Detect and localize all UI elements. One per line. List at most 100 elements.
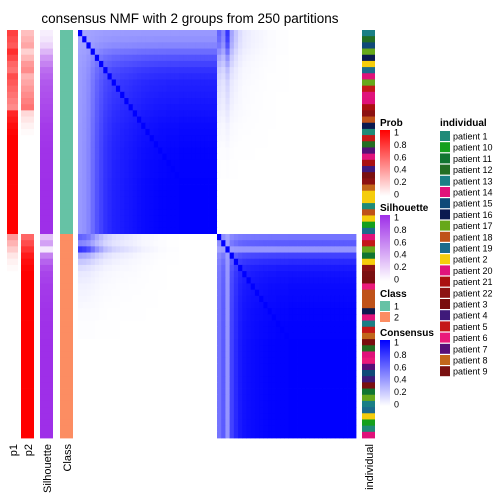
- consensus-cell: [187, 203, 193, 210]
- individual-cell: [362, 203, 375, 210]
- silhouette-cell: [40, 339, 53, 346]
- consensus-cell: [343, 357, 348, 365]
- consensus-cell: [301, 203, 306, 210]
- consensus-cell: [250, 345, 256, 352]
- consensus-cell: [292, 141, 298, 148]
- consensus-cell: [309, 172, 315, 179]
- consensus-cell: [242, 184, 247, 192]
- consensus-cell: [322, 326, 327, 334]
- consensus-cell: [238, 320, 243, 328]
- consensus-cell: [99, 73, 104, 80]
- consensus-cell: [153, 295, 159, 303]
- consensus-cell: [86, 153, 92, 161]
- consensus-cell: [301, 252, 306, 260]
- consensus-cell: [94, 147, 100, 155]
- consensus-cell: [179, 382, 184, 389]
- consensus-cell: [86, 178, 92, 185]
- consensus-cell: [128, 147, 134, 155]
- consensus-cell: [343, 104, 348, 111]
- consensus-cell: [136, 234, 142, 241]
- consensus-cell: [313, 73, 319, 80]
- consensus-cell: [170, 431, 176, 439]
- consensus-cell: [301, 419, 306, 427]
- consensus-cell: [254, 85, 260, 93]
- consensus-cell: [99, 159, 104, 167]
- consensus-cell: [162, 135, 167, 142]
- consensus-cell: [111, 166, 117, 173]
- consensus-cell: [103, 91, 108, 99]
- consensus-cell: [191, 339, 197, 346]
- consensus-cell: [326, 159, 332, 167]
- consensus-cell: [330, 357, 336, 365]
- p1-cell: [7, 332, 18, 340]
- consensus-cell: [225, 73, 231, 80]
- consensus-cell: [86, 376, 92, 383]
- p2-cell: [21, 85, 34, 93]
- consensus-cell: [120, 221, 125, 229]
- individual-legend-swatch: [440, 265, 450, 276]
- consensus-cell: [225, 135, 231, 142]
- consensus-cell: [284, 326, 289, 334]
- consensus-cell: [120, 159, 125, 167]
- consensus-cell: [120, 407, 125, 414]
- consensus-cell: [149, 357, 155, 365]
- consensus-cell: [288, 184, 294, 192]
- consensus-cell: [297, 400, 302, 408]
- class-cell: [60, 116, 73, 124]
- consensus-cell: [292, 172, 298, 179]
- consensus-cell: [259, 122, 264, 130]
- consensus-cell: [200, 339, 205, 346]
- p1-cell: [7, 215, 18, 223]
- consensus-cell: [78, 357, 83, 365]
- consensus-cell: [174, 326, 180, 334]
- consensus-cell: [280, 314, 285, 321]
- consensus-cell: [103, 295, 108, 303]
- consensus-cell: [334, 314, 340, 321]
- consensus-cell: [195, 203, 201, 210]
- consensus-cell: [191, 357, 197, 365]
- consensus-cell: [242, 147, 247, 155]
- consensus-cell: [267, 407, 273, 414]
- consensus-cell: [254, 215, 260, 223]
- consensus-cell: [301, 79, 306, 87]
- consensus-cell: [86, 234, 92, 241]
- consensus-cell: [339, 30, 344, 37]
- consensus-cell: [187, 357, 193, 365]
- consensus-cell: [115, 357, 121, 365]
- consensus-cell: [221, 30, 226, 37]
- consensus-cell: [305, 60, 311, 68]
- consensus-cell: [343, 376, 348, 383]
- consensus-cell: [128, 308, 134, 315]
- consensus-cell: [267, 73, 273, 80]
- consensus-cell: [212, 184, 218, 192]
- individual-cell: [362, 264, 375, 272]
- consensus-cell: [179, 425, 184, 433]
- consensus-cell: [313, 190, 319, 198]
- consensus-cell: [124, 271, 129, 278]
- consensus-cell: [351, 221, 357, 229]
- consensus-cell: [229, 252, 235, 260]
- consensus-cell: [191, 351, 197, 359]
- consensus-cell: [343, 159, 348, 167]
- consensus-cell: [313, 394, 319, 402]
- consensus-cell: [292, 159, 298, 167]
- consensus-cell: [254, 48, 260, 56]
- class-cell: [60, 295, 73, 303]
- consensus-cell: [351, 258, 357, 266]
- class-cell: [60, 30, 73, 37]
- prob-legend-gradient: [380, 130, 390, 196]
- consensus-cell: [280, 184, 285, 192]
- consensus-cell: [233, 370, 239, 377]
- consensus-cell: [225, 258, 231, 266]
- individual-legend-label: patient 20: [453, 266, 493, 276]
- consensus-cell: [200, 413, 205, 420]
- consensus-cell: [187, 30, 193, 37]
- consensus-cell: [141, 147, 146, 155]
- consensus-cell: [254, 190, 260, 198]
- consensus-cell: [259, 234, 264, 241]
- consensus-cell: [250, 258, 256, 266]
- consensus-cell: [94, 332, 100, 340]
- consensus-cell: [229, 141, 235, 148]
- consensus-cell: [158, 345, 163, 352]
- consensus-cell: [263, 190, 268, 198]
